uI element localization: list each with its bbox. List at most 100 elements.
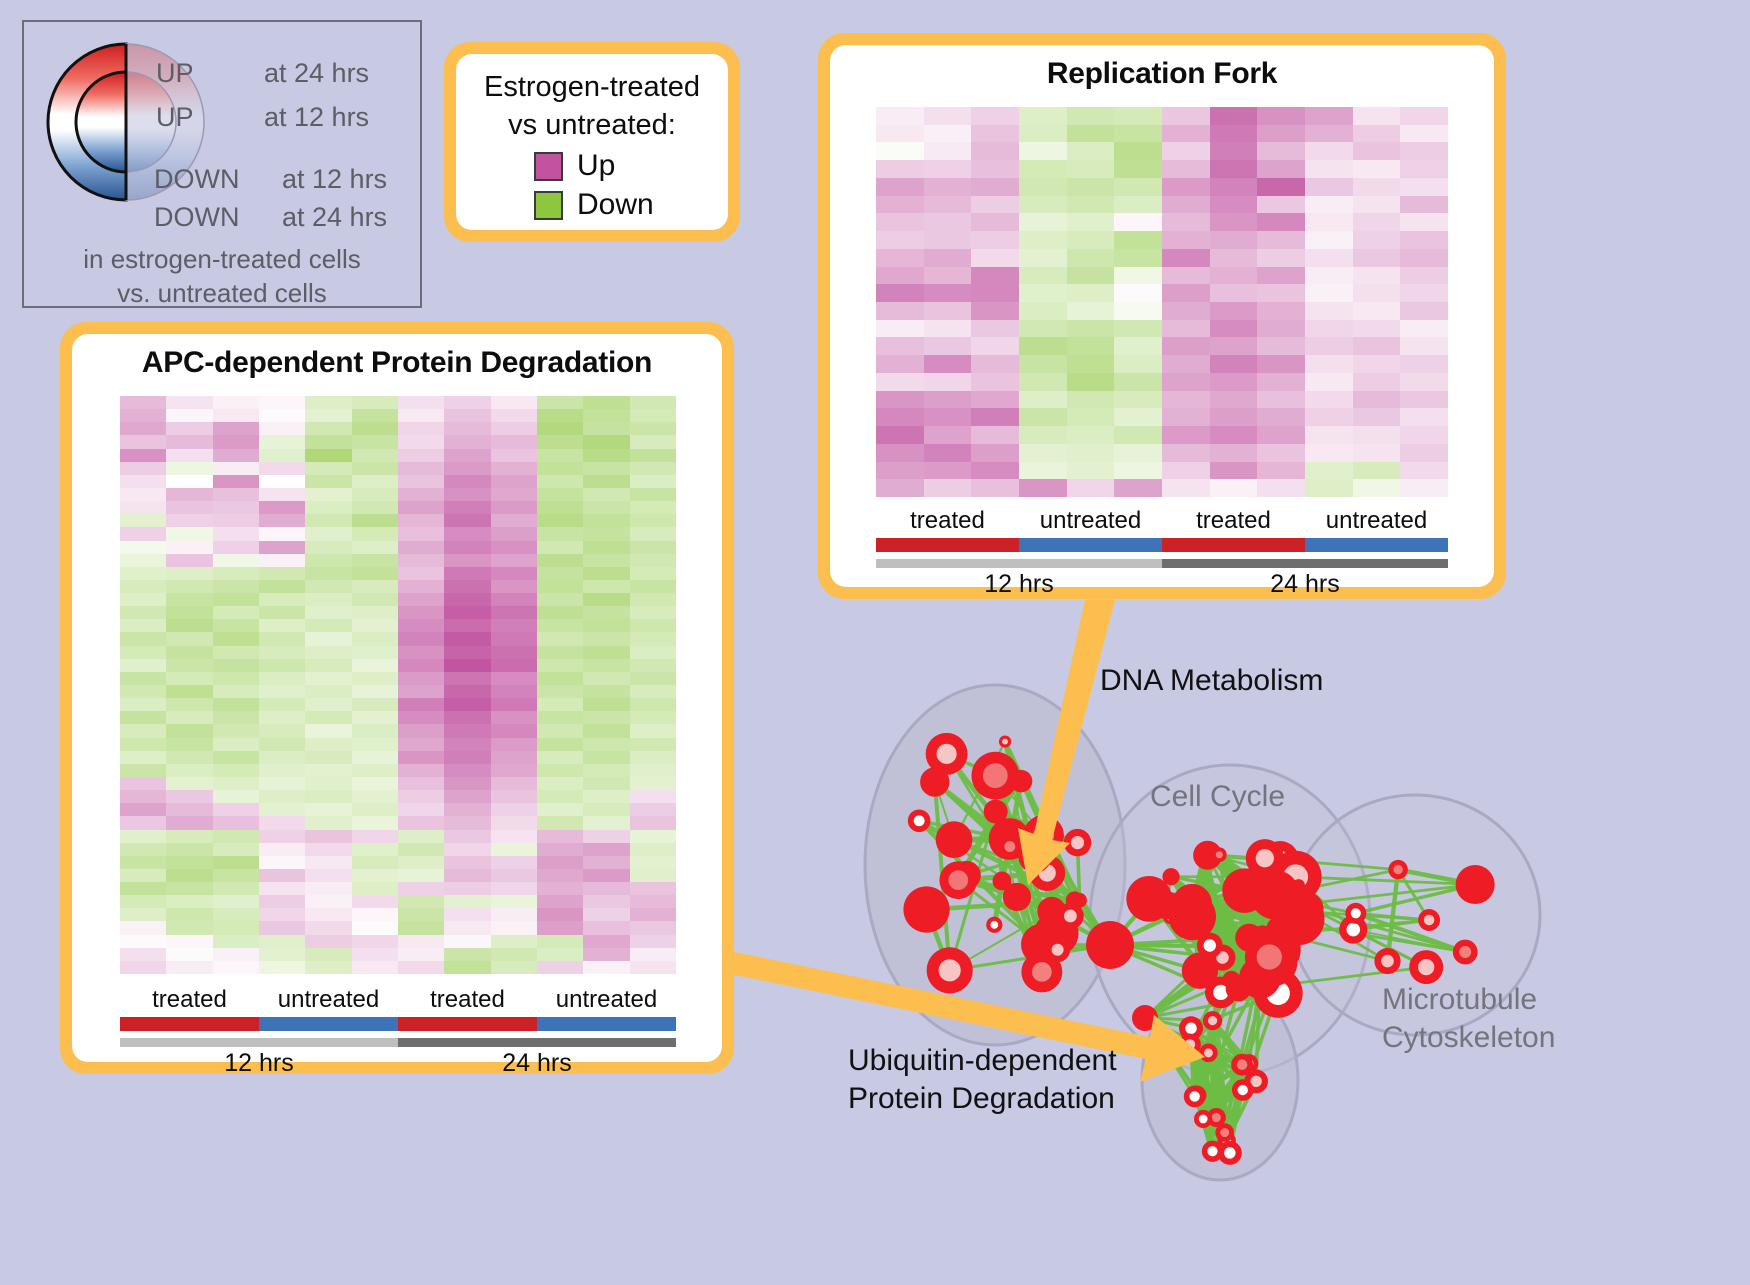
network-node[interactable] [1453, 940, 1478, 965]
heatmap-cell [876, 231, 924, 249]
heatmap-cell [120, 764, 166, 777]
heatmap-cell [1305, 302, 1353, 320]
network-node[interactable] [939, 861, 977, 899]
network-node[interactable] [1064, 829, 1092, 857]
network-node[interactable] [1245, 933, 1294, 982]
network-node[interactable] [1010, 770, 1033, 793]
heatmap-cell [1162, 426, 1210, 444]
heatmap-cell [491, 632, 537, 645]
network-node[interactable] [1418, 909, 1440, 931]
heatmap-cell [537, 475, 583, 488]
heatmap-cell [1400, 213, 1448, 231]
network-node[interactable] [999, 835, 1022, 858]
heatmap-cell [213, 856, 259, 869]
network-node[interactable] [1179, 1034, 1201, 1056]
network-node[interactable] [1292, 879, 1304, 891]
heatmap-cell [444, 672, 490, 685]
heatmap-cell [120, 724, 166, 737]
network-node[interactable] [1057, 903, 1084, 930]
heatmap-cell [305, 895, 351, 908]
heatmap-cell [166, 435, 212, 448]
heatmap-cell [1210, 408, 1258, 426]
heatmap-cell [305, 646, 351, 659]
network-node[interactable] [1199, 1044, 1218, 1063]
network-node[interactable] [1232, 1079, 1254, 1101]
network-node[interactable] [993, 872, 1012, 891]
heatmap-cell [630, 685, 676, 698]
heatmap-cell [352, 580, 398, 593]
network-node[interactable] [1374, 948, 1400, 974]
heatmap-cell [398, 895, 444, 908]
heatmap-cell [1114, 391, 1162, 409]
heatmap-cell [120, 593, 166, 606]
network-node[interactable] [1212, 847, 1227, 862]
heatmap-cell [120, 869, 166, 882]
heatmap-cell [213, 409, 259, 422]
heatmap-cell [1400, 391, 1448, 409]
network-node[interactable] [1045, 937, 1070, 962]
network-node[interactable] [1203, 1011, 1222, 1030]
heatmap-cell [444, 895, 490, 908]
heatmap-cell [1162, 391, 1210, 409]
heatmap-cell [259, 935, 305, 948]
heatmap-cell [166, 738, 212, 751]
network-node[interactable] [1126, 876, 1172, 922]
heatmap-cell [444, 751, 490, 764]
heatmap-cell [444, 593, 490, 606]
heatmap-cell [1067, 302, 1115, 320]
network-node[interactable] [1182, 953, 1218, 989]
heatmap-cell [583, 803, 629, 816]
network-node[interactable] [1086, 921, 1134, 969]
heatmap-cell [1353, 408, 1401, 426]
heatmap-cell [259, 948, 305, 961]
heatmap-cell [1257, 391, 1305, 409]
heatmap-cell [259, 882, 305, 895]
heatmap-cell [213, 882, 259, 895]
heatmap-cell [398, 580, 444, 593]
network-node[interactable] [1184, 1086, 1206, 1108]
condition-color-bar [398, 1017, 537, 1031]
heatmap-cell [1019, 337, 1067, 355]
network-node[interactable] [1222, 971, 1240, 989]
network-node[interactable] [1231, 1054, 1253, 1076]
heatmap-cell [583, 698, 629, 711]
network-node[interactable] [1022, 836, 1035, 849]
network-node[interactable] [926, 733, 968, 775]
heatmap-cell [444, 488, 490, 501]
network-node[interactable] [903, 886, 949, 932]
heatmap-cell [583, 554, 629, 567]
network-node[interactable] [1388, 860, 1407, 879]
network-node[interactable] [908, 809, 931, 832]
network-node[interactable] [1198, 847, 1212, 861]
heatmap-cell [1353, 267, 1401, 285]
network-node[interactable] [1194, 1110, 1212, 1128]
network-node[interactable] [1345, 903, 1366, 924]
network-node[interactable] [1456, 865, 1495, 904]
heatmap-cell [213, 724, 259, 737]
heatmap-cell [305, 724, 351, 737]
network-node[interactable] [1409, 950, 1443, 984]
network-node[interactable] [986, 917, 1002, 933]
heatmap-cell [259, 606, 305, 619]
heatmap-cell [583, 606, 629, 619]
heatmap-cell [1257, 284, 1305, 302]
heatmap-cell [630, 908, 676, 921]
network-node[interactable] [1132, 1005, 1158, 1031]
heatmap-cell [444, 935, 490, 948]
heatmap-cell [1305, 444, 1353, 462]
network-node[interactable] [1250, 870, 1299, 919]
heatmap-cell [630, 659, 676, 672]
heatmap-cell [1210, 178, 1258, 196]
heatmap-cell [259, 462, 305, 475]
heatmap-cell [259, 856, 305, 869]
heatmap-cell [213, 475, 259, 488]
network-node[interactable] [1246, 839, 1284, 877]
network-node[interactable] [927, 947, 973, 993]
heatmap-cell [583, 672, 629, 685]
network-node[interactable] [999, 735, 1011, 747]
network-node[interactable] [936, 821, 973, 858]
network-node[interactable] [1218, 1141, 1242, 1165]
legend-up-label: Up [577, 149, 615, 183]
heatmap-cell [352, 527, 398, 540]
